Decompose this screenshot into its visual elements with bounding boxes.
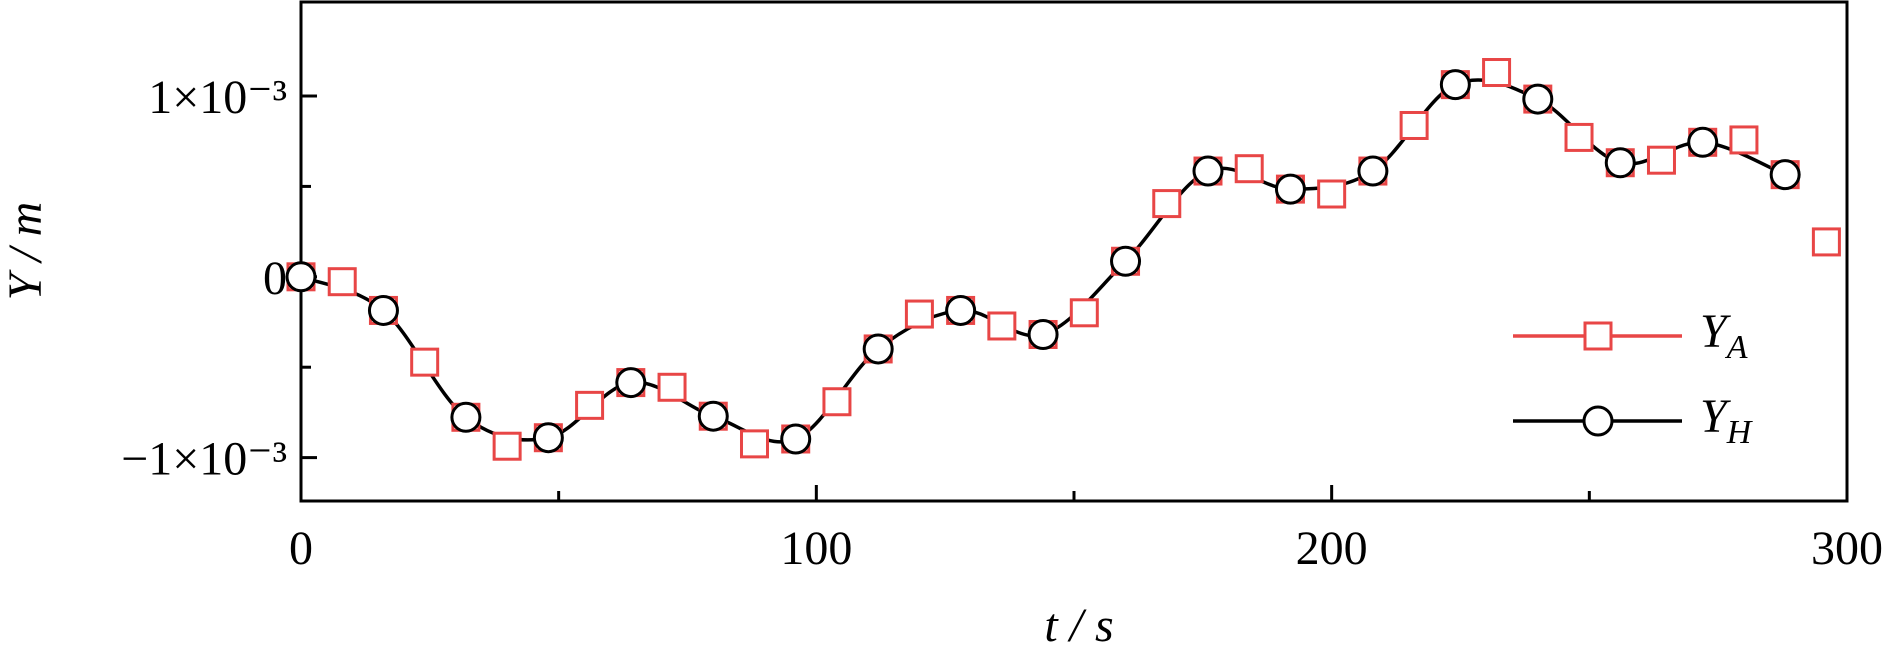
data-point xyxy=(1027,318,1059,350)
x-tick-label: 300 xyxy=(1811,522,1883,575)
data-point xyxy=(532,422,564,454)
data-point xyxy=(1069,298,1099,328)
data-point xyxy=(1357,155,1389,187)
data-point xyxy=(1399,110,1429,140)
legend-label: YA xyxy=(1700,305,1748,366)
x-axis-label: t / s xyxy=(1044,599,1113,652)
data-point xyxy=(1811,227,1841,257)
data-point xyxy=(1234,154,1264,184)
series-line xyxy=(300,78,1786,444)
data-point xyxy=(1646,145,1676,175)
data-point xyxy=(657,372,687,402)
data-point xyxy=(327,267,357,297)
data-point xyxy=(1604,147,1636,179)
y-tick-label: 0 xyxy=(263,252,287,305)
x-tick-label: 100 xyxy=(780,522,852,575)
data-point xyxy=(822,387,852,417)
data-point xyxy=(780,423,812,455)
y-tick-label: 1×10⁻³ xyxy=(148,71,287,124)
data-point xyxy=(1317,179,1347,209)
data-point xyxy=(410,347,440,377)
x-tick-label: 0 xyxy=(289,522,313,575)
data-point xyxy=(1274,173,1306,205)
legend-marker xyxy=(1583,321,1613,351)
y-tick-label: −1×10⁻³ xyxy=(121,433,287,486)
data-point xyxy=(450,401,482,433)
data-point xyxy=(739,429,769,459)
data-point xyxy=(1152,189,1182,219)
y-axis-label: Y / m xyxy=(0,202,52,301)
data-point xyxy=(987,311,1017,341)
plot-frame xyxy=(299,0,1849,503)
data-point xyxy=(1192,155,1224,187)
data-point xyxy=(1564,122,1594,152)
data-point xyxy=(367,294,399,326)
data-point xyxy=(1687,126,1719,158)
data-point xyxy=(1482,58,1512,88)
data-point xyxy=(285,261,317,293)
data-point xyxy=(1110,245,1142,277)
data-point xyxy=(615,367,647,399)
data-point xyxy=(575,390,605,420)
data-point xyxy=(862,333,894,365)
data-point xyxy=(1729,125,1759,155)
legend-label: YH xyxy=(1700,390,1754,451)
data-point xyxy=(1522,83,1554,115)
data-point xyxy=(492,431,522,461)
legend-marker xyxy=(1582,405,1614,437)
data-point xyxy=(1439,69,1471,101)
data-point xyxy=(904,299,934,329)
data-point xyxy=(697,400,729,432)
data-point xyxy=(945,294,977,326)
data-point xyxy=(1769,159,1801,191)
x-tick-label: 200 xyxy=(1296,522,1368,575)
